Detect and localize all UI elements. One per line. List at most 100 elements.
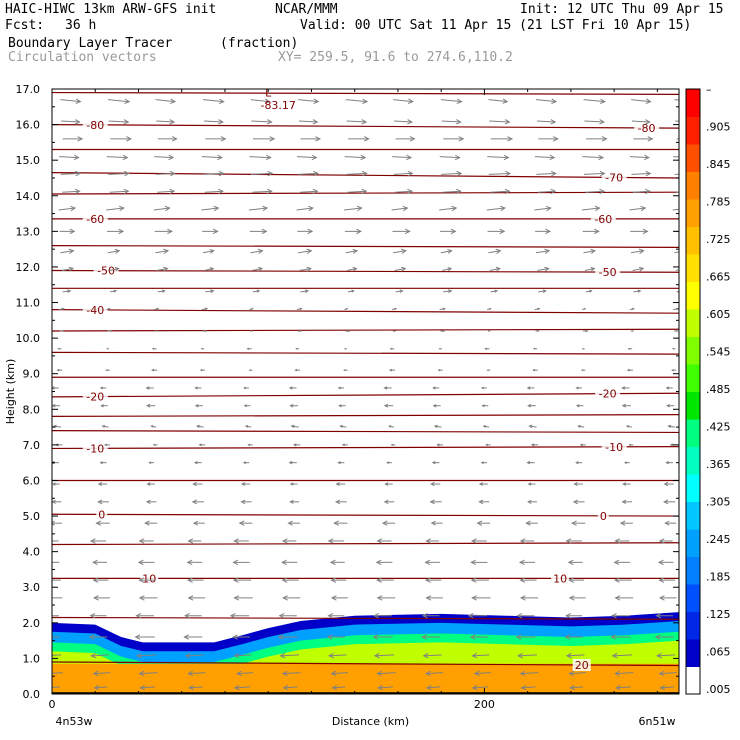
- vector-arrow: [153, 207, 170, 211]
- vector-arrowhead: [217, 154, 223, 161]
- vector-arrowhead: [594, 205, 601, 212]
- vector-arrowhead: [233, 684, 240, 691]
- vector-arrowhead: [68, 248, 75, 255]
- vector-arrow: [472, 654, 490, 657]
- vector-arrowhead: [137, 559, 144, 566]
- circulation-vectors: [43, 98, 684, 691]
- vector-arrowhead: [553, 136, 559, 142]
- vector-arrowhead: [565, 652, 572, 659]
- vector-arrow: [393, 99, 413, 103]
- vector-arrowhead: [108, 307, 111, 310]
- vector-arrowhead: [644, 154, 650, 161]
- vector-arrowhead: [101, 424, 106, 428]
- tracer-band-4: [52, 663, 679, 694]
- colorbar-label: .665: [706, 271, 731, 284]
- contour-label--60: -60: [594, 213, 612, 226]
- vector-arrow: [298, 99, 319, 103]
- vector-arrowhead: [430, 520, 436, 526]
- low-value: -83.17: [260, 99, 295, 112]
- vector-arrowhead: [191, 499, 198, 505]
- vector-arrow: [346, 172, 367, 175]
- colorbar-cell: [686, 556, 700, 585]
- vector-arrow: [612, 654, 632, 657]
- vector-arrowhead: [330, 595, 337, 601]
- vector-arrowhead: [307, 228, 314, 235]
- vector-arrowhead: [315, 136, 322, 142]
- vector-arrowhead: [233, 538, 239, 544]
- vector-arrow: [189, 686, 203, 689]
- vector-arrow: [439, 207, 457, 211]
- vector-arrow: [629, 156, 649, 159]
- vector-arrow: [204, 190, 223, 193]
- vector-arrowhead: [328, 652, 334, 659]
- vector-arrowhead: [402, 205, 409, 212]
- vector-arrowhead: [520, 684, 527, 691]
- vector-arrowhead: [45, 539, 49, 544]
- contour-label--70: -70: [605, 171, 623, 184]
- vector-arrowhead: [424, 559, 431, 566]
- vector-arrowhead: [334, 499, 341, 505]
- vector-arrow: [377, 672, 396, 675]
- vector-arrowhead: [52, 520, 55, 526]
- colorbar-frame: [685, 88, 701, 695]
- vector-arrowhead: [156, 307, 160, 311]
- vector-arrowhead: [209, 267, 215, 272]
- vector-arrowhead: [229, 612, 236, 619]
- vector-arrowhead: [204, 307, 209, 311]
- vector-arrowhead: [289, 499, 294, 504]
- vector-arrowhead: [568, 595, 575, 601]
- vector-arrowhead: [169, 188, 176, 195]
- colorbar-label: .725: [706, 233, 731, 246]
- vector-arrowhead: [502, 98, 509, 104]
- vector-arrowhead: [256, 289, 261, 293]
- vector-arrowhead: [282, 595, 288, 601]
- vector-arrowhead: [550, 119, 557, 125]
- vector-arrowhead: [425, 684, 432, 691]
- vector-arrowhead: [152, 443, 156, 447]
- vector-arrowhead: [311, 154, 318, 161]
- vector-arrowhead: [471, 684, 478, 691]
- vector-arrowhead: [75, 170, 82, 177]
- vector-arrowhead: [390, 443, 394, 447]
- vector-arrowhead: [611, 652, 618, 659]
- vector-arrow: [107, 250, 120, 254]
- vector-arrowhead: [394, 330, 397, 332]
- vector-arrowhead: [438, 347, 441, 350]
- vector-arrow: [570, 686, 584, 689]
- vector-arrowhead: [169, 170, 176, 177]
- vector-arrowhead: [628, 443, 632, 447]
- vector-arrowhead: [289, 482, 294, 486]
- vector-arrow: [633, 290, 641, 293]
- vector-arrowhead: [429, 499, 435, 505]
- vector-arrowhead: [594, 228, 600, 235]
- y-tick-label: 3.0: [23, 581, 41, 594]
- vector-arrow: [441, 172, 462, 175]
- colorbar-cell: [686, 391, 700, 420]
- vector-arrowhead: [327, 538, 334, 544]
- vector-arrowhead: [194, 404, 199, 408]
- vector-arrowhead: [43, 653, 48, 658]
- tracer-field: [52, 612, 679, 694]
- vector-arrowhead: [44, 560, 48, 565]
- vector-arrowhead: [92, 577, 99, 583]
- vector-arrow: [585, 190, 605, 193]
- vector-arrow: [535, 99, 557, 103]
- vector-arrowhead: [681, 268, 684, 271]
- vector-arrowhead: [527, 403, 532, 408]
- vector-arrowhead: [210, 289, 215, 294]
- vector-arrowhead: [401, 266, 407, 272]
- vector-arrow: [583, 172, 605, 175]
- vector-arrowhead: [77, 136, 84, 142]
- y-tick-label: 2.0: [23, 617, 41, 630]
- vector-arrowhead: [407, 119, 414, 125]
- vector-arrowhead: [478, 499, 484, 505]
- contour-line-0: [52, 513, 679, 517]
- contour-label-bg: [572, 658, 591, 671]
- vector-arrowhead: [470, 538, 477, 544]
- vector-arrow: [443, 290, 452, 293]
- vector-arrow: [106, 156, 128, 159]
- vector-arrow: [298, 120, 318, 123]
- vector-arrow: [155, 99, 175, 103]
- vector-arrowhead: [481, 404, 485, 408]
- vector-arrowhead: [68, 266, 75, 272]
